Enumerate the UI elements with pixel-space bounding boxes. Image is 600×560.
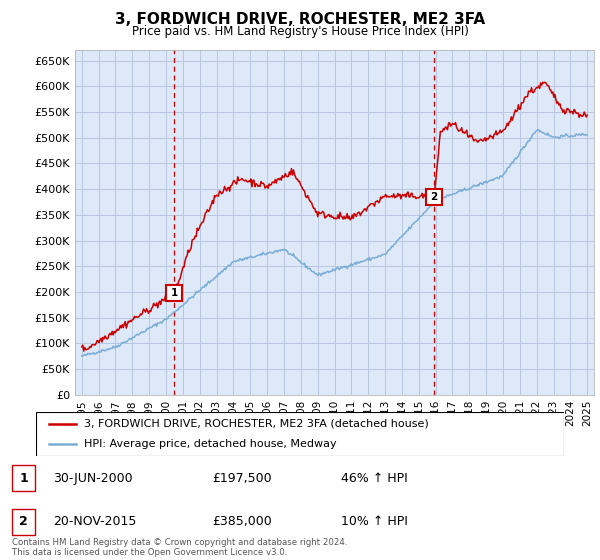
Text: 30-JUN-2000: 30-JUN-2000	[53, 472, 133, 485]
Text: Price paid vs. HM Land Registry's House Price Index (HPI): Price paid vs. HM Land Registry's House …	[131, 25, 469, 38]
Text: 2: 2	[430, 192, 437, 202]
Text: HPI: Average price, detached house, Medway: HPI: Average price, detached house, Medw…	[83, 439, 336, 449]
Text: 10% ↑ HPI: 10% ↑ HPI	[341, 515, 408, 528]
Text: 1: 1	[19, 472, 28, 485]
Text: 1: 1	[171, 288, 178, 298]
Text: 2: 2	[19, 515, 28, 528]
Text: 3, FORDWICH DRIVE, ROCHESTER, ME2 3FA (detached house): 3, FORDWICH DRIVE, ROCHESTER, ME2 3FA (d…	[83, 419, 428, 429]
Text: Contains HM Land Registry data © Crown copyright and database right 2024.
This d: Contains HM Land Registry data © Crown c…	[12, 538, 347, 557]
Text: 3, FORDWICH DRIVE, ROCHESTER, ME2 3FA: 3, FORDWICH DRIVE, ROCHESTER, ME2 3FA	[115, 12, 485, 27]
Text: 20-NOV-2015: 20-NOV-2015	[53, 515, 136, 528]
Text: £197,500: £197,500	[212, 472, 271, 485]
Text: £385,000: £385,000	[212, 515, 272, 528]
Bar	[12, 508, 35, 535]
Text: 46% ↑ HPI: 46% ↑ HPI	[341, 472, 408, 485]
Bar	[12, 465, 35, 491]
